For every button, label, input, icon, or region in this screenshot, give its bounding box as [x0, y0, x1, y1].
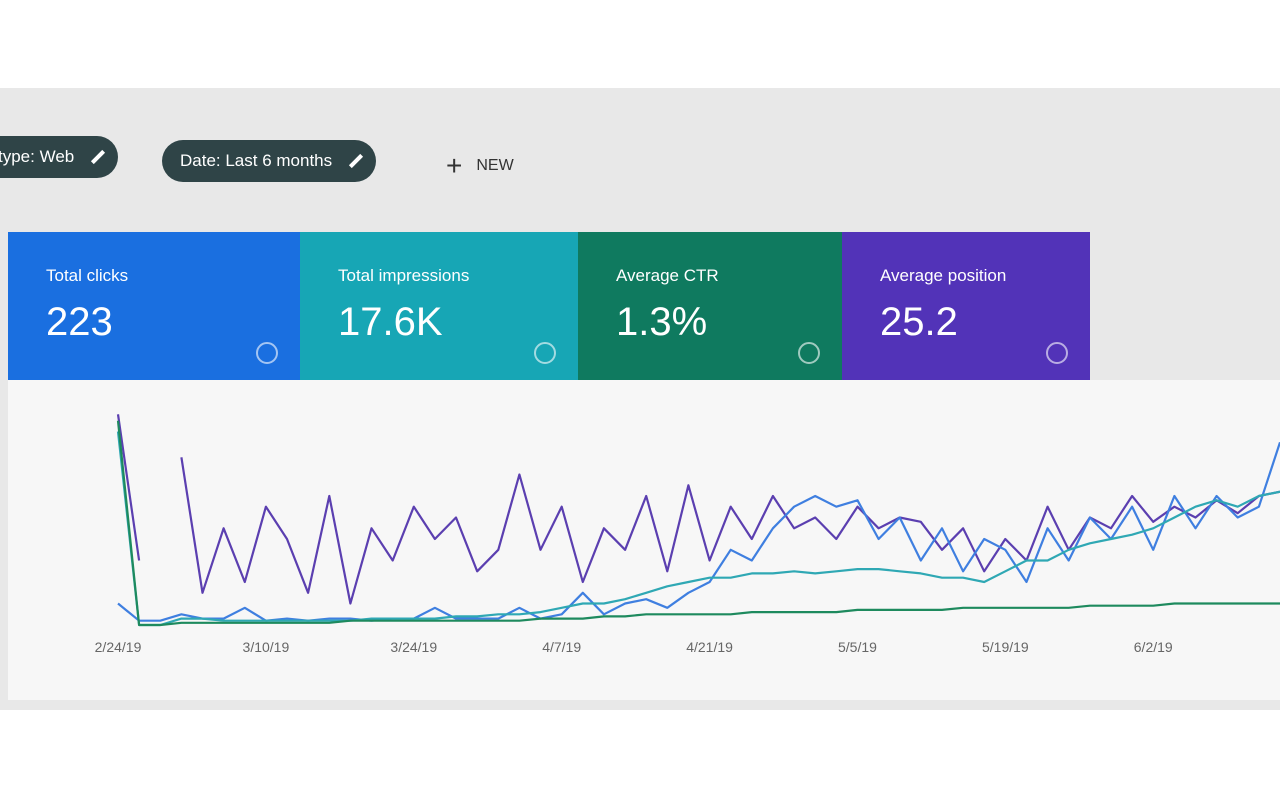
x-tick-label: 4/21/19: [686, 639, 733, 655]
card-label: Average CTR: [616, 266, 719, 285]
x-tick-label: 5/5/19: [838, 639, 877, 655]
help-icon[interactable]: [798, 342, 820, 364]
x-tick-label: 3/10/19: [243, 639, 290, 655]
x-tick-label: 4/7/19: [542, 639, 581, 655]
series-line: [117, 441, 1280, 622]
card-value: 25.2: [880, 300, 958, 344]
plus-icon: +: [446, 150, 463, 181]
metric-card[interactable]: Average CTR 1.3%: [578, 232, 842, 380]
chart: 2/24/19 3/10/19 3/24/19 4/7/19 4/21/19 5/5/19…: [95, 414, 1280, 655]
metric-card[interactable]: Total clicks 223: [8, 232, 300, 380]
card-label: Total impressions: [338, 266, 470, 285]
x-tick-label: 5/19/19: [982, 639, 1029, 655]
card-label: Total clicks: [46, 266, 129, 285]
filter-chip[interactable]: Date: Last 6 months: [162, 140, 377, 182]
help-icon[interactable]: [1046, 342, 1068, 364]
series-line: [116, 420, 1280, 627]
metric-card[interactable]: Total impressions 17.6K: [300, 232, 578, 380]
new-label: NEW: [476, 157, 514, 175]
new-button[interactable]: + NEW: [446, 150, 514, 182]
series-line: [116, 414, 1280, 605]
help-icon[interactable]: [534, 342, 556, 364]
series-line: [116, 431, 1280, 627]
metric-card[interactable]: Average position 25.2: [842, 232, 1090, 380]
card-label: Average position: [880, 266, 1007, 285]
chart-panel: 2/24/19 3/10/19 3/24/19 4/7/19 4/21/19 5/5/19…: [8, 380, 1280, 700]
card-value: 1.3%: [616, 300, 708, 344]
card-value: 223: [46, 300, 113, 344]
x-tick-label: 2/24/19: [95, 639, 142, 655]
help-icon[interactable]: [256, 342, 278, 364]
card-value: 17.6K: [338, 300, 443, 344]
filter-chip[interactable]: type: Web: [0, 136, 119, 178]
x-tick-label: 3/24/19: [390, 639, 437, 655]
x-tick-label: 6/2/19: [1134, 639, 1173, 655]
